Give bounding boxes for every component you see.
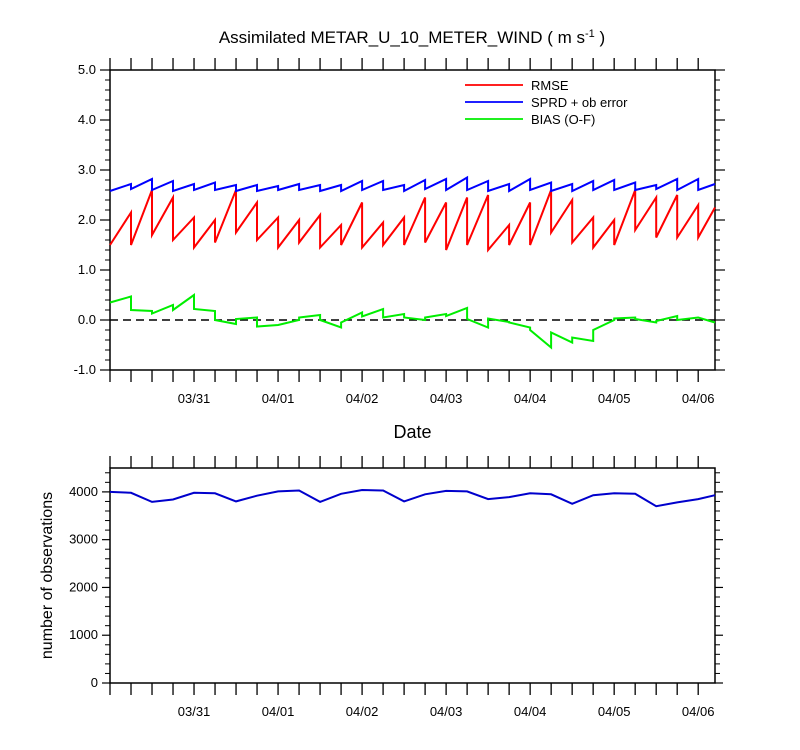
x-axis-title: Date xyxy=(393,422,431,442)
y-tick-label: 4.0 xyxy=(78,112,96,127)
plot-frame xyxy=(109,467,716,684)
x-tick-label: 04/01 xyxy=(262,391,295,406)
y-tick-label: 2.0 xyxy=(78,212,96,227)
x-tick-label: 04/04 xyxy=(514,391,547,406)
y-tick-label: 2000 xyxy=(69,579,98,594)
series-line-rmse xyxy=(109,189,716,253)
x-tick-label: 04/03 xyxy=(430,391,463,406)
y-tick-label: 5.0 xyxy=(78,62,96,77)
x-tick-label: 03/31 xyxy=(178,391,211,406)
x-tick-label: 04/05 xyxy=(598,391,631,406)
series-line-bias-o-f xyxy=(109,293,716,350)
y-tick-label: 0.0 xyxy=(78,312,96,327)
top-panel: 03/31 04/01 04/02 04/03 04/04 04/05 04/06 -1.0 0… xyxy=(74,58,725,442)
x-tick-label: 04/06 xyxy=(682,391,715,406)
y-tick-label: 3000 xyxy=(69,532,98,547)
x-tick-label: 04/02 xyxy=(346,704,379,719)
legend-label: BIAS (O-F) xyxy=(531,112,595,127)
x-tick-label: 04/05 xyxy=(598,704,631,719)
y-tick-label: 0 xyxy=(91,675,98,690)
y-tick-label: -1.0 xyxy=(74,362,96,377)
x-tick-label: 04/03 xyxy=(430,704,463,719)
x-tick-label: 04/06 xyxy=(682,704,715,719)
y-axis-title: number of observations xyxy=(39,492,56,659)
legend-label: SPRD + ob error xyxy=(531,95,628,110)
legend-label: RMSE xyxy=(531,78,569,93)
y-tick-label: 3.0 xyxy=(78,162,96,177)
bottom-panel: 03/31 04/01 04/02 04/03 04/04 04/05 04/06 0 1000… xyxy=(39,456,723,719)
series-line-number-of-observations xyxy=(109,488,716,508)
x-tick-label: 04/04 xyxy=(514,704,547,719)
y-tick-label: 1000 xyxy=(69,627,98,642)
y-tick-label: 4000 xyxy=(69,484,98,499)
series-line-sprd-ob-error xyxy=(109,175,716,193)
x-tick-label: 04/02 xyxy=(346,391,379,406)
y-tick-label: 1.0 xyxy=(78,262,96,277)
x-tick-label: 03/31 xyxy=(178,704,211,719)
chart-title: Assimilated METAR_U_10_METER_WIND ( m s-… xyxy=(219,28,605,47)
x-tick-label: 04/01 xyxy=(262,704,295,719)
